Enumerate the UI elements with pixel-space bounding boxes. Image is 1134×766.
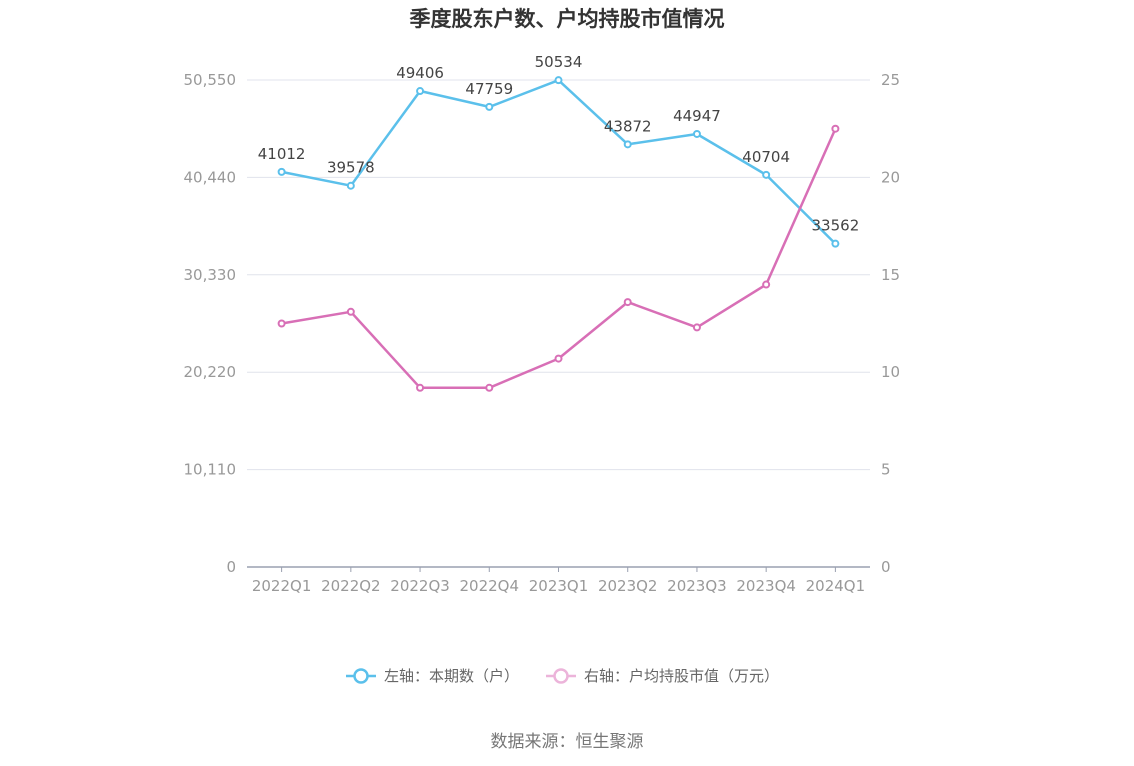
legend-marker-icon xyxy=(553,668,569,684)
x-axis-tick-label: 2022Q4 xyxy=(460,577,520,595)
x-axis-tick-label: 2023Q2 xyxy=(598,577,658,595)
data-label: 50534 xyxy=(535,53,583,71)
series-layer xyxy=(277,76,840,392)
series-1-point xyxy=(485,102,494,111)
data-label: 49406 xyxy=(396,64,444,82)
series-2-point xyxy=(831,124,840,133)
x-axis-tick-label: 2023Q3 xyxy=(667,577,727,595)
series-2-point xyxy=(762,280,771,289)
right-axis-tick-label: 20 xyxy=(881,168,900,186)
x-axis-tick-label: 2024Q1 xyxy=(806,577,866,595)
legend[interactable]: 左轴：本期数（户） 右轴：户均持股市值（万元） xyxy=(346,667,779,685)
data-label: 44947 xyxy=(673,107,721,125)
series-1-point xyxy=(623,140,632,149)
series-2-point xyxy=(277,319,286,328)
left-axis-tick-label: 0 xyxy=(226,558,236,576)
series-2-point xyxy=(623,298,632,307)
label-layer: 41012 39578 49406 47759 50534 43872 44947 40704… xyxy=(258,53,859,235)
x-axis-tick-label: 2023Q4 xyxy=(736,577,796,595)
series-2-point xyxy=(485,383,494,392)
data-label: 47759 xyxy=(465,80,513,98)
series-1-point xyxy=(277,167,286,176)
series-2-point xyxy=(416,383,425,392)
right-axis-tick-label: 5 xyxy=(881,461,891,479)
data-label: 43872 xyxy=(604,117,652,135)
right-axis-tick-label: 15 xyxy=(881,266,900,284)
series-1-point xyxy=(692,129,701,138)
source-footer: 数据来源：恒生聚源 xyxy=(491,732,644,752)
data-label: 39578 xyxy=(327,159,375,177)
right-axis-tick-label: 10 xyxy=(881,363,900,381)
data-label: 40704 xyxy=(742,148,790,166)
right-axis-tick-label: 0 xyxy=(881,558,891,576)
legend-item-1[interactable]: 左轴：本期数（户） xyxy=(346,667,519,685)
x-axis-tick-label: 2023Q1 xyxy=(529,577,589,595)
data-label: 33562 xyxy=(812,217,860,235)
legend-item-2[interactable]: 右轴：户均持股市值（万元） xyxy=(546,667,779,685)
left-axis-tick-label: 20,220 xyxy=(184,363,237,381)
legend-marker-icon xyxy=(353,668,369,684)
left-axis-tick-label: 50,550 xyxy=(184,71,237,89)
series-1-point xyxy=(831,239,840,248)
data-label: 41012 xyxy=(258,145,306,163)
series-1-point xyxy=(554,76,563,85)
left-axis-tick-label: 10,110 xyxy=(184,461,237,479)
chart-title: 季度股东户数、户均持股市值情况 xyxy=(410,7,725,31)
x-axis-tick-label: 2022Q3 xyxy=(390,577,450,595)
series-1-point xyxy=(416,87,425,96)
legend-label: 左轴：本期数（户） xyxy=(384,667,519,685)
x-axis-tick-label: 2022Q2 xyxy=(321,577,381,595)
axis-layer: 0 0 10,110 5 20,220 10 30,330 15 40,440 20 50,550 2… xyxy=(184,71,901,595)
series-1-point xyxy=(346,181,355,190)
right-axis-tick-label: 25 xyxy=(881,71,900,89)
series-2-point xyxy=(692,323,701,332)
grid-layer xyxy=(247,79,870,471)
series-2-point xyxy=(346,307,355,316)
left-axis-tick-label: 30,330 xyxy=(184,266,237,284)
legend-label: 右轴：户均持股市值（万元） xyxy=(584,667,779,685)
x-axis-tick-label: 2022Q1 xyxy=(252,577,312,595)
series-1-point xyxy=(762,170,771,179)
series-2-point xyxy=(554,354,563,363)
left-axis-tick-label: 40,440 xyxy=(184,168,237,186)
